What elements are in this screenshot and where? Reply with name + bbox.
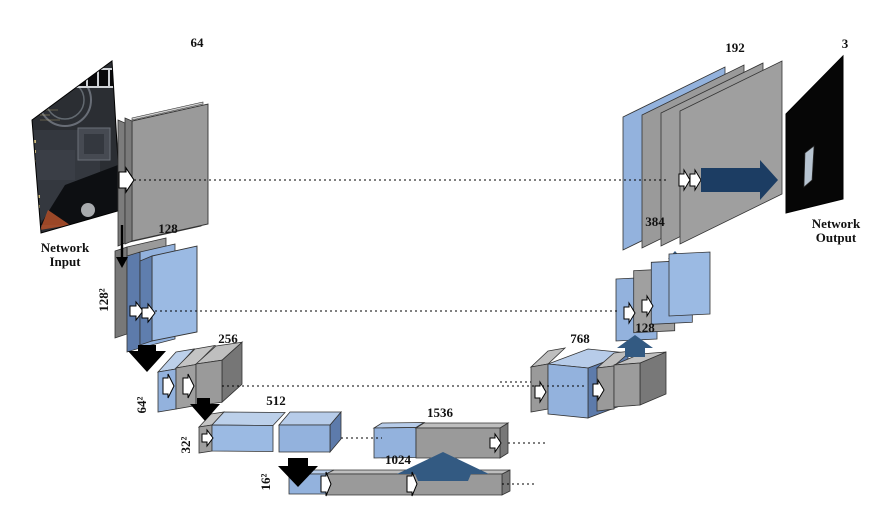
svg-text:128²: 128²	[96, 288, 111, 312]
svg-text:64: 64	[191, 35, 205, 50]
svg-text:32²: 32²	[178, 436, 193, 453]
svg-text:128: 128	[158, 221, 178, 236]
svg-text:1024: 1024	[385, 452, 412, 467]
svg-text:Output: Output	[816, 230, 857, 245]
svg-text:384: 384	[645, 214, 665, 229]
svg-text:768: 768	[570, 331, 590, 346]
svg-text:128: 128	[635, 320, 655, 335]
svg-text:64²: 64²	[134, 396, 149, 413]
svg-text:192: 192	[725, 40, 745, 55]
svg-text:Input: Input	[49, 254, 81, 269]
svg-text:1536: 1536	[427, 405, 454, 420]
svg-text:256: 256	[218, 331, 238, 346]
svg-text:3: 3	[842, 36, 849, 51]
svg-text:16²: 16²	[258, 473, 273, 490]
svg-text:Network: Network	[812, 216, 861, 231]
svg-text:512: 512	[266, 393, 286, 408]
svg-text:Network: Network	[41, 240, 90, 255]
